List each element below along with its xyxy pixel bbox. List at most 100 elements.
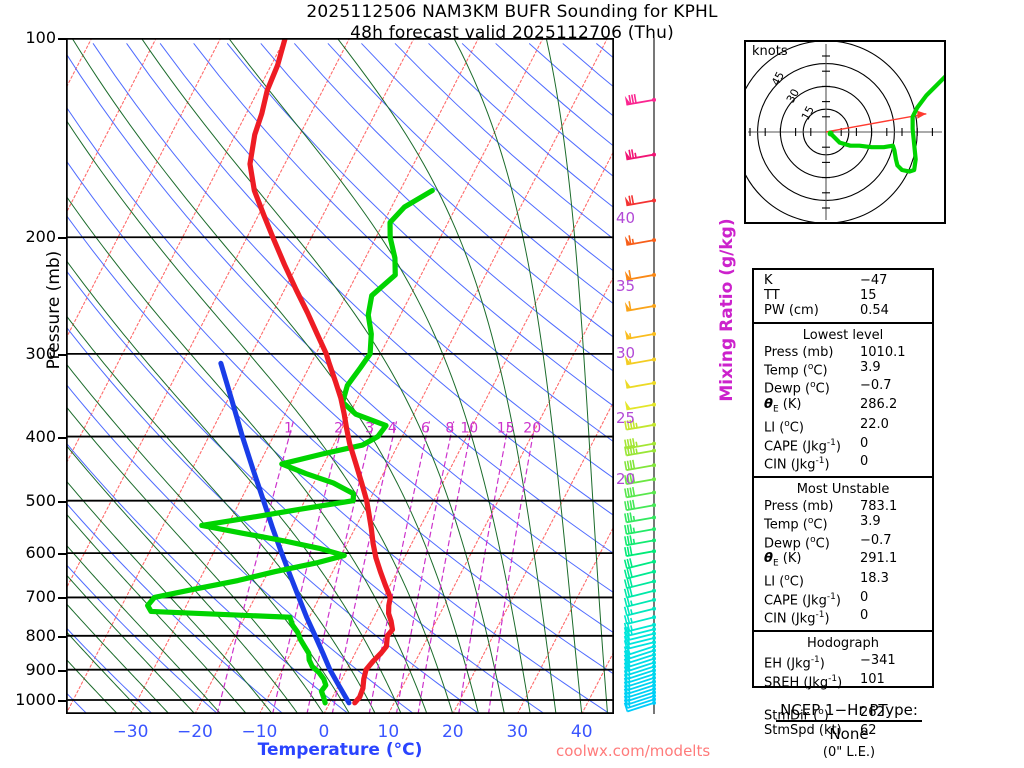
wind-barb (624, 499, 656, 512)
wind-barb (623, 597, 656, 608)
param-key: EH (Jkg-1) (764, 655, 825, 672)
wind-barb (624, 512, 656, 524)
lowest-level-section: Lowest level Press (mb) 1010.1 Temp (oC) 3.… (754, 324, 932, 479)
param-value: 286.2 (860, 396, 898, 412)
ptype-value: None (829, 725, 869, 743)
temp-tick-30: 30 (506, 722, 529, 742)
wind-barb (624, 195, 656, 207)
most-unstable-rows: Press (mb) 783.1 Temp (oC) 3.9 Dewp (oC) −0.7… (754, 499, 932, 626)
pressure-tick-mark (58, 353, 66, 356)
wind-barb (623, 614, 656, 625)
skewt-diagram: 1 2 3 4 6 8 10 15 20 (66, 38, 614, 714)
height-tick-25: 25 (616, 408, 636, 427)
height-tick-30: 30 (616, 343, 636, 362)
page-title: 2025112506 NAM3KM BUFR Sounding for KPHL (306, 2, 718, 22)
temp-tick-10: 10 (377, 722, 400, 742)
wind-barb (623, 697, 656, 709)
temp-tick-40: 40 (570, 722, 593, 742)
param-row: θE (K) 286.2 (754, 397, 932, 418)
wind-barbs-svg (623, 38, 656, 714)
param-key: K (764, 273, 773, 288)
mixing-ratio-axis-label: Mixing Ratio (g/kg) (717, 218, 737, 402)
pressure-tick-500: 500 (25, 490, 56, 510)
param-value: 18.3 (860, 571, 889, 587)
param-row: LI (oC) 22.0 (754, 417, 932, 435)
param-key: Dewp (oC) (764, 534, 830, 551)
svg-text:6: 6 (421, 421, 430, 437)
wind-barb (624, 486, 656, 499)
wind-barb (624, 270, 656, 281)
pressure-tick-mark (58, 699, 66, 702)
svg-text:3: 3 (365, 421, 374, 437)
lowest-level-heading: Lowest level (802, 328, 884, 343)
pressure-tick-200: 200 (25, 227, 56, 247)
wind-barb (623, 635, 656, 646)
credit-text: coolwx.com/modelts (556, 742, 711, 760)
param-value: 262 (860, 705, 885, 721)
wind-barb (623, 577, 656, 590)
param-key: CIN (Jkg-1) (764, 455, 830, 473)
wind-barb (624, 438, 656, 450)
lowest-level-rows: Press (mb) 1010.1 Temp (oC) 3.9 Dewp (oC) −0.… (754, 345, 932, 472)
height-axis: 20 25 30 35 40 (600, 38, 660, 714)
wind-barb (623, 568, 656, 580)
wind-barb (623, 587, 656, 599)
wind-barb (624, 546, 656, 557)
pressure-tick-300: 300 (25, 343, 56, 363)
wind-barb (624, 400, 656, 411)
height-tick-40: 40 (616, 209, 636, 228)
wind-barb (623, 622, 656, 633)
wind-barb (624, 301, 656, 312)
svg-text:15: 15 (497, 421, 515, 437)
param-value: 291.1 (860, 550, 898, 566)
ptype-panel: NCEP 1−Hr PType: None (0" L.E.) (744, 700, 954, 760)
svg-text:4: 4 (388, 421, 397, 437)
pressure-tick-mark (58, 635, 66, 638)
param-row: StmSpd (kt) 62 (754, 723, 932, 738)
pressure-tick-mark (58, 38, 66, 40)
wind-barb (624, 535, 656, 547)
param-value: −0.7 (860, 532, 892, 548)
param-value: 0 (860, 453, 869, 469)
pressure-tick-mark (58, 500, 66, 503)
param-key: CIN (Jkg-1) (764, 610, 830, 627)
temperature-axis-label: Temperature (°C) (257, 740, 423, 760)
param-row: Press (mb) 783.1 (754, 499, 932, 514)
wind-barb (623, 690, 656, 702)
param-row: Temp (oC) 3.9 (754, 514, 932, 532)
wind-barb (624, 94, 656, 106)
param-row: Dewp (oC) −0.7 (754, 378, 932, 396)
hodograph-stats-rows: EH (Jkg-1) −341 SREH (Jkg-1) 101 StmDir (o)… (754, 653, 932, 738)
param-key: Press (mb) (764, 499, 834, 515)
param-value: 783.1 (860, 499, 898, 515)
param-value: 0 (860, 589, 869, 605)
param-row: CAPE (Jkg-1) 0 (754, 590, 932, 608)
svg-text:8: 8 (445, 421, 454, 437)
temp-tick--30: −30 (112, 722, 149, 742)
wind-barb (623, 644, 656, 656)
param-row: CIN (Jkg-1) 0 (754, 454, 932, 472)
param-row: EH (Jkg-1) −341 (754, 653, 932, 671)
wind-barb (623, 700, 656, 713)
param-key: CAPE (Jkg-1) (764, 591, 841, 609)
svg-text:20: 20 (523, 421, 541, 437)
wind-barb (623, 605, 656, 617)
param-value: 3.9 (860, 360, 881, 375)
param-value: 15 (860, 288, 877, 303)
param-value: 101 (860, 671, 885, 687)
temp-tick-0: 0 (318, 722, 330, 742)
param-value: −47 (860, 273, 888, 288)
wind-barb (623, 683, 656, 695)
wind-barb (624, 459, 656, 472)
wind-barb-column (614, 38, 676, 714)
param-row: LI (oC) 18.3 (754, 571, 932, 589)
pressure-tick-mark (58, 669, 66, 672)
pressure-tick-mark (58, 237, 66, 240)
param-key: LI (oC) (764, 573, 804, 590)
param-value: 22.0 (860, 417, 889, 433)
param-row: θE (K) 291.1 (754, 551, 932, 572)
param-row: StmDir (o) 262 (754, 705, 932, 723)
wind-barb (624, 445, 656, 457)
param-key: Temp (oC) (764, 516, 828, 533)
